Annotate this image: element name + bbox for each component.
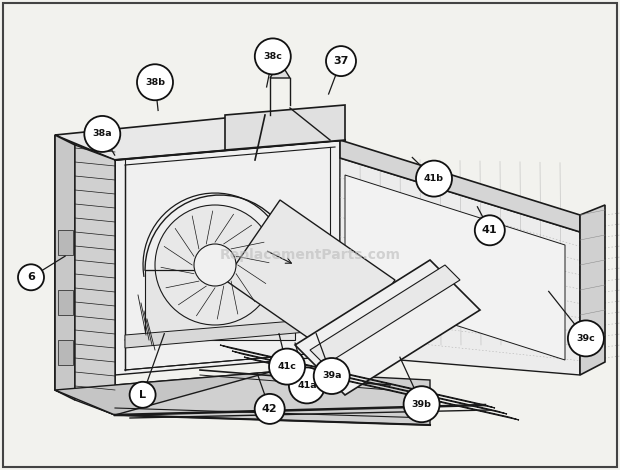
Circle shape xyxy=(269,349,305,384)
Text: 41c: 41c xyxy=(278,362,296,371)
Circle shape xyxy=(289,368,325,403)
Polygon shape xyxy=(55,372,340,415)
Polygon shape xyxy=(125,318,330,348)
Text: L: L xyxy=(139,390,146,400)
Text: 41a: 41a xyxy=(297,381,317,390)
Polygon shape xyxy=(58,290,73,315)
Circle shape xyxy=(404,386,440,422)
Text: 38b: 38b xyxy=(145,78,165,87)
Text: 39a: 39a xyxy=(322,371,342,381)
Polygon shape xyxy=(220,345,495,408)
Polygon shape xyxy=(225,200,395,360)
Polygon shape xyxy=(310,265,460,365)
Text: 42: 42 xyxy=(262,404,278,414)
Polygon shape xyxy=(345,175,565,360)
Polygon shape xyxy=(115,140,345,375)
Polygon shape xyxy=(55,115,345,160)
Circle shape xyxy=(155,205,275,325)
Polygon shape xyxy=(270,62,290,78)
Circle shape xyxy=(314,358,350,394)
Text: 41b: 41b xyxy=(424,174,444,183)
Polygon shape xyxy=(232,351,507,414)
Circle shape xyxy=(194,244,236,286)
Circle shape xyxy=(416,161,452,196)
Text: ReplacementParts.com: ReplacementParts.com xyxy=(219,248,401,262)
Polygon shape xyxy=(58,340,73,365)
Text: 38a: 38a xyxy=(92,129,112,139)
Circle shape xyxy=(475,215,505,245)
Polygon shape xyxy=(244,357,519,420)
Text: 41: 41 xyxy=(482,225,498,235)
Polygon shape xyxy=(340,158,580,375)
Polygon shape xyxy=(55,135,115,415)
Polygon shape xyxy=(580,205,605,375)
Polygon shape xyxy=(340,140,580,232)
Circle shape xyxy=(137,64,173,100)
Circle shape xyxy=(18,264,44,290)
Polygon shape xyxy=(295,260,480,395)
Circle shape xyxy=(255,394,285,424)
Circle shape xyxy=(326,46,356,76)
Polygon shape xyxy=(145,270,295,340)
Polygon shape xyxy=(340,140,345,395)
Text: 38c: 38c xyxy=(264,52,282,61)
Polygon shape xyxy=(55,372,340,415)
Polygon shape xyxy=(225,105,345,150)
Text: 6: 6 xyxy=(27,272,35,282)
Circle shape xyxy=(84,116,120,152)
Circle shape xyxy=(568,321,604,356)
Text: 37: 37 xyxy=(334,56,348,66)
Polygon shape xyxy=(55,135,75,400)
Circle shape xyxy=(255,39,291,74)
Circle shape xyxy=(130,382,156,408)
Polygon shape xyxy=(58,230,73,255)
Polygon shape xyxy=(75,145,115,415)
Polygon shape xyxy=(115,372,430,425)
Text: 39b: 39b xyxy=(412,400,432,409)
Text: 39c: 39c xyxy=(577,334,595,343)
